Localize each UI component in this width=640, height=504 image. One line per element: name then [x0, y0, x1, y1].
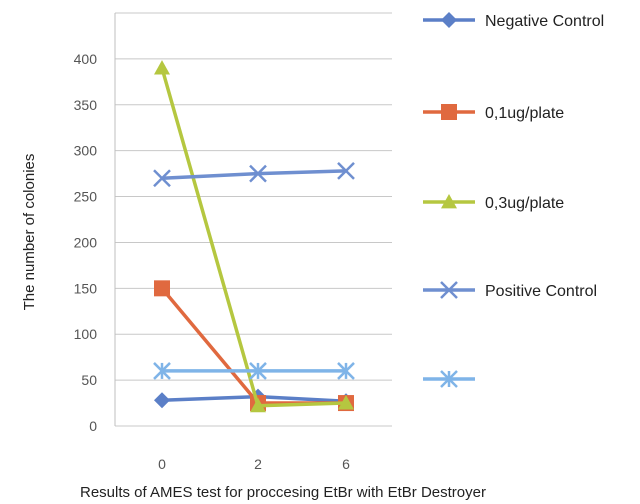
legend-label: 0,1ug/plate: [485, 105, 564, 122]
y-tick-labels: 0 50 100 150 200 250 300 350 400: [74, 51, 98, 434]
y-axis-title: The number of colonies: [21, 154, 38, 311]
data-point: [154, 392, 170, 409]
data-point: [440, 281, 458, 299]
data-point: [441, 194, 457, 209]
series: [153, 362, 355, 380]
legend-label: Positive Control: [485, 283, 597, 300]
series-lines: [153, 60, 355, 413]
x-tick-label: 6: [342, 456, 350, 472]
data-point: [441, 104, 457, 120]
legend-item: Positive Control: [423, 281, 597, 300]
y-tick-label: 100: [74, 326, 98, 342]
data-point: [338, 395, 354, 410]
y-tick-label: 250: [74, 189, 98, 205]
data-point: [250, 397, 266, 413]
series: [153, 161, 355, 188]
data-point: [153, 362, 171, 380]
y-tick-label: 50: [81, 372, 97, 388]
legend-item: 0,3ug/plate: [423, 194, 564, 212]
x-axis-title: Results of AMES test for proccesing EtBr…: [80, 484, 486, 501]
y-tick-label: 150: [74, 280, 98, 296]
data-point: [441, 12, 457, 28]
x-tick-label: 0: [158, 456, 166, 472]
legend-label: Negative Control: [485, 13, 604, 30]
series-line: [160, 67, 347, 408]
x-tick-labels: 0 2 6: [158, 456, 350, 472]
x-tick-label: 2: [254, 456, 262, 472]
y-tick-label: 400: [74, 51, 98, 67]
legend-item: [423, 370, 475, 388]
y-tick-label: 200: [74, 234, 98, 250]
series: [154, 60, 354, 413]
y-tick-label: 350: [74, 97, 98, 113]
data-point: [440, 370, 458, 388]
data-point: [249, 362, 267, 380]
legend-label: 0,3ug/plate: [485, 195, 564, 212]
data-point: [153, 169, 171, 188]
legend: Negative Control 0,1ug/plate 0,3ug/plate Po…: [423, 12, 604, 388]
legend-item: Negative Control: [423, 12, 604, 30]
data-point: [337, 161, 355, 180]
y-tick-label: 0: [89, 418, 97, 434]
data-point: [154, 280, 170, 297]
data-point: [337, 362, 355, 380]
data-point: [154, 60, 170, 75]
y-tick-label: 300: [74, 143, 98, 159]
data-point: [249, 164, 267, 183]
legend-item: 0,1ug/plate: [423, 104, 564, 122]
